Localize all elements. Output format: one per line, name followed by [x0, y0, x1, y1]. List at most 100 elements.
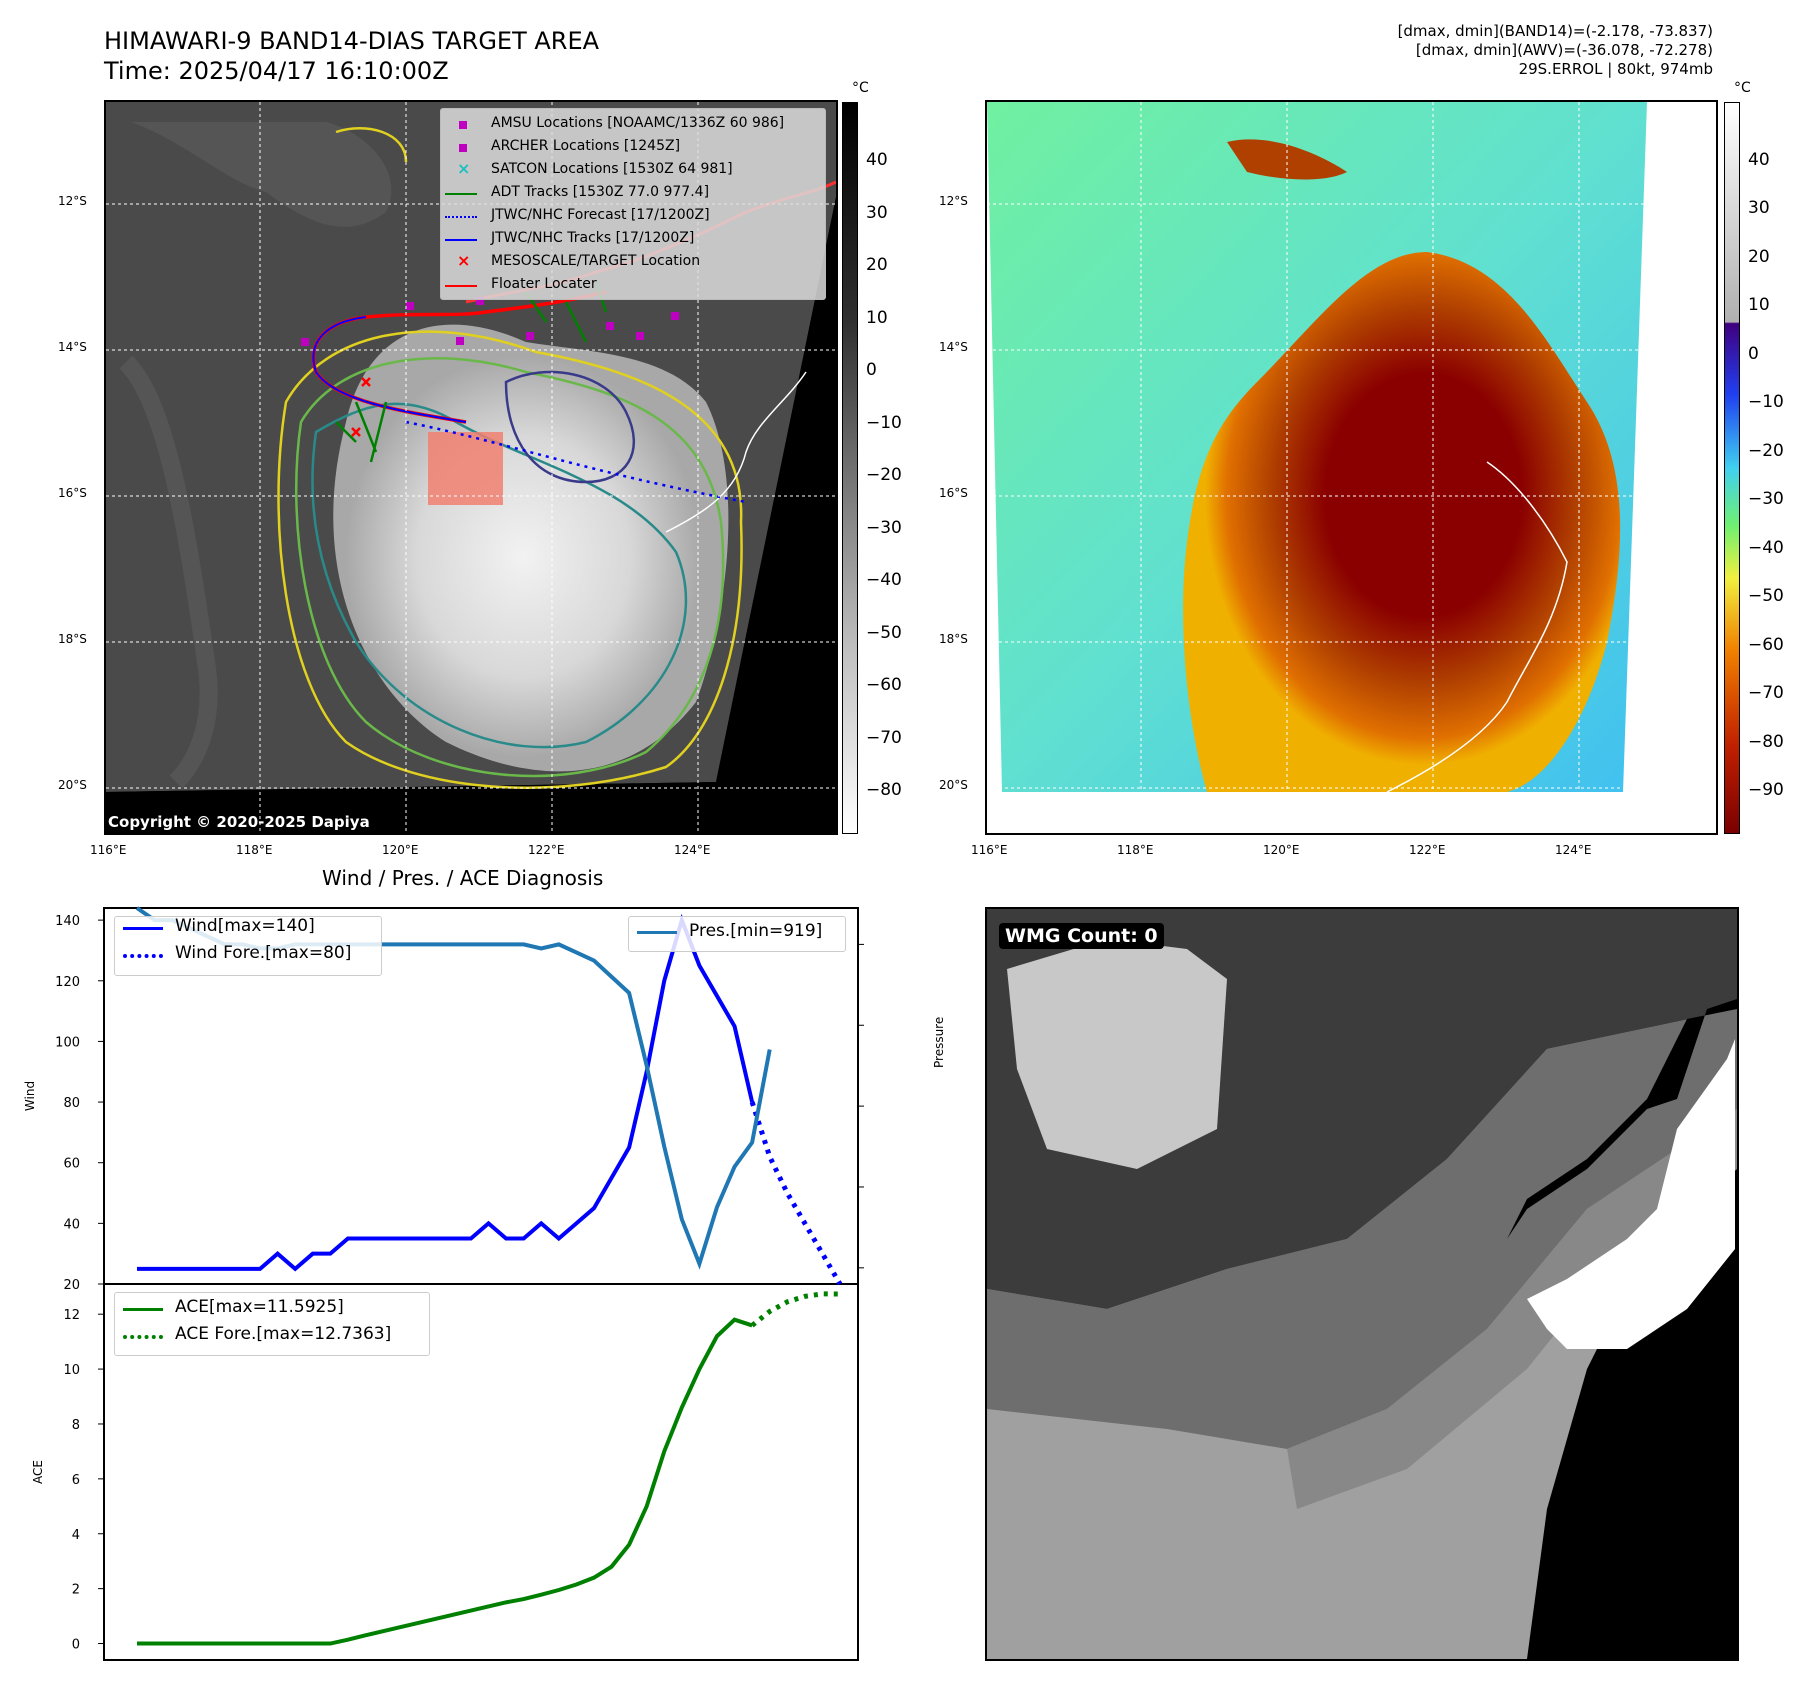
- color-colorbar-tick: −80: [1748, 731, 1784, 752]
- meta-awv: [dmax, dmin](AWV)=(-36.078, -72.278): [1415, 41, 1713, 59]
- lon-tick-label: 120°E: [382, 843, 419, 857]
- ace-legend-swatch: [123, 1308, 163, 1311]
- cloud-band: [119, 355, 218, 789]
- legend-item-label: MESOSCALE/TARGET Location: [491, 253, 701, 269]
- lon-tick-label: 118°E: [1117, 843, 1154, 857]
- color-colorbar-tick: −40: [1748, 537, 1784, 558]
- wind-legend-swatch: [123, 927, 163, 930]
- color-colorbar-tick: −10: [1748, 392, 1784, 413]
- gray-colorbar-tick: −50: [866, 622, 902, 643]
- wmg-count-badge: WMG Count: 0: [999, 923, 1164, 949]
- wmg-image: [987, 909, 1737, 1659]
- figure-title: HIMAWARI-9 BAND14-DIAS TARGET AREA Time:…: [104, 26, 599, 86]
- lat-tick-label: 12°S: [58, 194, 87, 208]
- gray-colorbar-tick: −20: [866, 465, 902, 485]
- lon-tick-label: 120°E: [1263, 843, 1300, 857]
- legend-swatch: ×: [457, 251, 471, 270]
- color-colorbar: [1724, 102, 1740, 834]
- gray-colorbar-tick: −30: [866, 517, 902, 538]
- lat-tick-label: 20°S: [58, 778, 87, 792]
- wind-forecast-legend-swatch: [123, 954, 163, 958]
- gray-colorbar-tick: −60: [866, 675, 902, 695]
- color-colorbar-tick: 30: [1748, 198, 1770, 219]
- color-colorbar-tick: 0: [1748, 343, 1759, 364]
- gray-colorbar-tick: 0: [866, 360, 877, 380]
- series-1-line: [749, 1101, 843, 1286]
- storm-meta: [dmax, dmin](BAND14)=(-2.178, -73.837) […: [1398, 22, 1713, 79]
- wind-legend-label: Wind[max=140]: [175, 916, 315, 936]
- wind-ytick-label: 120: [55, 975, 80, 990]
- ace-series-1-line: [750, 1291, 841, 1328]
- legend-swatch: [445, 285, 477, 287]
- legend-swatch: [445, 193, 477, 195]
- legend-swatch: [445, 239, 477, 241]
- no-data-region: [106, 197, 836, 833]
- meta-band14: [dmax, dmin](BAND14)=(-2.178, -73.837): [1397, 22, 1713, 40]
- contour-navy: [504, 370, 636, 484]
- gray-colorbar-tick: −80: [866, 780, 902, 800]
- awv-map-panel: [985, 100, 1718, 835]
- gray-colorbar-unit: °C: [852, 80, 869, 96]
- map-legend: AMSU Locations [NOAAMC/1336Z 60 986] ARCH…: [440, 108, 826, 300]
- lon-tick-label: 118°E: [236, 843, 273, 857]
- ace-legend: ACE[max=11.5925] ACE Fore.[max=12.7363]: [114, 1292, 430, 1356]
- diagnosis-title: Wind / Pres. / ACE Diagnosis: [322, 866, 604, 890]
- ace-forecast-legend-label: ACE Fore.[max=12.7363]: [175, 1324, 392, 1344]
- contour-yellow-north: [335, 127, 408, 163]
- pressure-legend: Pres.[min=919]: [628, 916, 846, 952]
- jtwc-track: [312, 316, 467, 423]
- color-colorbar-tick: 20: [1748, 246, 1770, 267]
- title-line-2: Time: 2025/04/17 16:10:00Z: [104, 57, 449, 85]
- color-colorbar-tick: −30: [1748, 489, 1784, 510]
- wind-ytick-label: 60: [63, 1157, 80, 1172]
- gray-colorbar-tick: 30: [866, 202, 888, 223]
- lon-tick-label: 124°E: [674, 843, 711, 857]
- legend-item-label: JTWC/NHC Forecast [17/1200Z]: [491, 207, 710, 223]
- ace-ytick-label: 10: [63, 1363, 80, 1378]
- gray-colorbar-tick: −40: [866, 570, 902, 590]
- lat-tick-label: 12°S: [939, 194, 968, 208]
- ace-plot: 12 10 8 6 4 2 0: [63, 1291, 841, 1653]
- amsu-markers: [301, 297, 679, 346]
- lon-tick-label: 122°E: [1409, 843, 1446, 857]
- ace-series-0-line: [137, 1317, 753, 1646]
- lat-tick-label: 14°S: [58, 340, 87, 354]
- lat-tick-label: 18°S: [58, 632, 87, 646]
- lat-tick-label: 16°S: [939, 486, 968, 500]
- target-area-box: [428, 432, 503, 505]
- legend-item-label: AMSU Locations [NOAAMC/1336Z 60 986]: [491, 115, 785, 131]
- wind-ytick-label: 100: [55, 1035, 80, 1050]
- adt-tracks: [335, 281, 608, 463]
- legend-swatch: [459, 121, 467, 129]
- color-colorbar-tick: 10: [1748, 295, 1770, 316]
- legend-swatch: ×: [457, 159, 471, 178]
- coastline: [665, 371, 807, 533]
- lat-tick-label: 14°S: [939, 340, 968, 354]
- cold-cloud-core: [1183, 252, 1621, 792]
- legend-item-label: ADT Tracks [1530Z 77.0 977.4]: [491, 184, 710, 200]
- jtwc-forecast: [405, 420, 747, 504]
- ace-axis-label: ACE: [31, 1460, 45, 1484]
- wind-axis-label: Wind: [23, 1081, 37, 1111]
- legend-item-label: ARCHER Locations [1245Z]: [491, 138, 681, 154]
- meta-storm: 29S.ERROL | 80kt, 974mb: [1518, 60, 1713, 78]
- gray-colorbar-tick: −10: [866, 412, 902, 433]
- color-colorbar-tick: −60: [1748, 634, 1784, 655]
- ace-ytick-label: 2: [72, 1583, 80, 1598]
- wind-ytick-label: 20: [63, 1278, 80, 1293]
- awv-map: [987, 102, 1716, 833]
- color-colorbar-unit: °C: [1734, 80, 1751, 96]
- cloud-streak: [131, 122, 392, 227]
- wmg-light-region: [1007, 939, 1227, 1169]
- diagnosis-chart: 140120100806040201000980960940920 121086…: [23, 906, 864, 1661]
- gray-colorbar-tick: 40: [866, 150, 888, 170]
- color-colorbar-tick: −50: [1748, 586, 1784, 607]
- lon-tick-label: 124°E: [1555, 843, 1592, 857]
- ace-ytick-label: 12: [63, 1308, 80, 1323]
- legend-item-label: JTWC/NHC Tracks [17/1200Z]: [491, 230, 695, 246]
- ace-ytick-label: 6: [72, 1473, 80, 1488]
- lon-tick-label: 122°E: [528, 843, 565, 857]
- ace-ytick-label: 0: [72, 1638, 80, 1653]
- lat-tick-label: 18°S: [939, 632, 968, 646]
- lon-tick-label: 116°E: [971, 843, 1008, 857]
